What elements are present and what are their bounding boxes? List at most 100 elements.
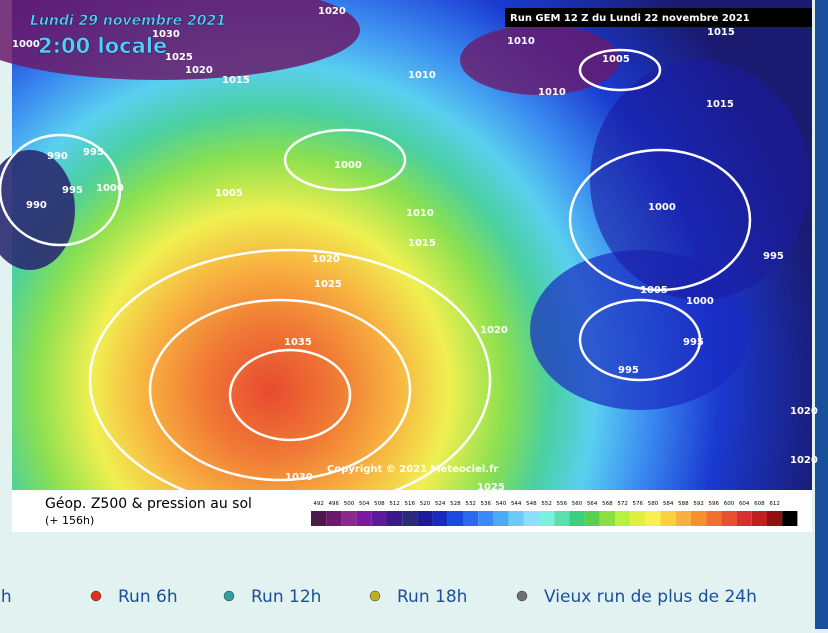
scale-label: 596 — [709, 501, 720, 507]
scale-swatch — [569, 511, 585, 526]
isobar-label: 1020 — [480, 325, 508, 336]
isobar-label: 1015 — [707, 27, 735, 38]
scale-swatch — [463, 511, 479, 526]
scale-label: 544 — [511, 501, 522, 507]
isobar-label: 1025 — [314, 279, 342, 290]
scale-swatch — [311, 511, 327, 526]
scale-swatch — [584, 511, 600, 526]
isobar-label: 1020 — [790, 406, 818, 417]
scale-label: 532 — [465, 501, 476, 507]
isobar-label: 1020 — [185, 65, 213, 76]
scale-label: 584 — [663, 501, 674, 507]
scale-swatch — [371, 511, 387, 526]
isobar-label: 1020 — [318, 6, 346, 17]
scale-label: 556 — [557, 501, 568, 507]
run-dot — [223, 590, 235, 602]
isobar-label: 995 — [763, 251, 784, 262]
isobar-label: 1035 — [284, 337, 312, 348]
isobar-label: 1000 — [648, 202, 676, 213]
run-link[interactable]: Run 0h — [0, 587, 12, 607]
isobar-label: 1010 — [408, 70, 436, 81]
scale-label: 604 — [739, 501, 750, 507]
scale-label: 568 — [602, 501, 613, 507]
scale-swatch — [493, 511, 509, 526]
run-title: Run GEM 12 Z du Lundi 22 novembre 2021 — [510, 13, 750, 24]
scale-label: 592 — [693, 501, 704, 507]
scale-swatch — [508, 511, 524, 526]
isobar-label: 995 — [618, 365, 639, 376]
run-link[interactable]: Run 18h — [397, 587, 467, 607]
isobar-label: 1030 — [152, 29, 180, 40]
lead-time: (+ 156h) — [45, 514, 94, 527]
isobar-label: 1020 — [790, 455, 818, 466]
scale-swatch — [341, 511, 357, 526]
isobar-label: 1015 — [408, 238, 436, 249]
scale-label: 504 — [359, 501, 370, 507]
isobar-label: 995 — [683, 337, 704, 348]
scale-label: 600 — [724, 501, 735, 507]
scale-label: 608 — [754, 501, 765, 507]
isobar-label: 1000 — [96, 183, 124, 194]
scale-swatch — [615, 511, 631, 526]
scale-label: 536 — [481, 501, 492, 507]
scale-swatch — [356, 511, 372, 526]
scale-label: 552 — [541, 501, 552, 507]
scale-label: 548 — [526, 501, 537, 507]
scale-swatch — [417, 511, 433, 526]
run-box — [505, 8, 812, 27]
date: Lundi 29 novembre 2021 — [30, 13, 226, 29]
scale-swatch — [706, 511, 722, 526]
scale-swatch — [645, 511, 661, 526]
isobar-label: 995 — [62, 185, 83, 196]
scale-label: 560 — [572, 501, 583, 507]
isobar-label: 1010 — [538, 87, 566, 98]
isobar-label: 1020 — [312, 254, 340, 265]
isobar-label: 990 — [26, 200, 47, 211]
scale-swatch — [478, 511, 494, 526]
scale-label: 576 — [633, 501, 644, 507]
run-dot — [516, 590, 528, 602]
scale-swatch — [599, 511, 615, 526]
scale-swatch — [539, 511, 555, 526]
scale-label: 512 — [389, 501, 400, 507]
scale-swatch — [447, 511, 463, 526]
time: 2:00 locale — [38, 34, 167, 58]
scale-swatch — [782, 511, 798, 526]
scale-swatch — [523, 511, 539, 526]
zone — [0, 0, 360, 80]
scale-swatch — [432, 511, 448, 526]
scale-label: 524 — [435, 501, 446, 507]
scrollbar[interactable] — [815, 0, 828, 629]
scale-swatch — [402, 511, 418, 526]
zone — [0, 150, 75, 270]
run-link[interactable]: Run 12h — [251, 587, 321, 607]
scale-label: 508 — [374, 501, 385, 507]
scale-label: 496 — [329, 501, 340, 507]
zone — [590, 60, 810, 300]
isobar-label: 1025 — [165, 52, 193, 63]
run-dot — [90, 590, 102, 602]
run-link[interactable]: Vieux run de plus de 24h — [544, 587, 757, 607]
scale-swatch — [767, 511, 783, 526]
scale-swatch — [630, 511, 646, 526]
scale-swatch — [675, 511, 691, 526]
scale-swatch — [691, 511, 707, 526]
run-link[interactable]: Run 6h — [118, 587, 178, 607]
scale-label: 612 — [769, 501, 780, 507]
isobar-label: 1000 — [12, 39, 40, 50]
scale-label: 540 — [496, 501, 507, 507]
run-dot — [369, 590, 381, 602]
isobar-label: 1010 — [406, 208, 434, 219]
scale-label: 520 — [420, 501, 431, 507]
isobar-label: 1005 — [640, 285, 668, 296]
caption: Géop. Z500 & pression au sol — [45, 496, 252, 512]
isobar-label: 1030 — [285, 472, 313, 483]
isobar-lines — [0, 48, 752, 512]
isobar-label: 1000 — [686, 296, 714, 307]
scale-label: 492 — [313, 501, 324, 507]
scale-label: 564 — [587, 501, 598, 507]
isobar-label: 995 — [83, 147, 104, 158]
isobar-label: 1000 — [334, 160, 362, 171]
